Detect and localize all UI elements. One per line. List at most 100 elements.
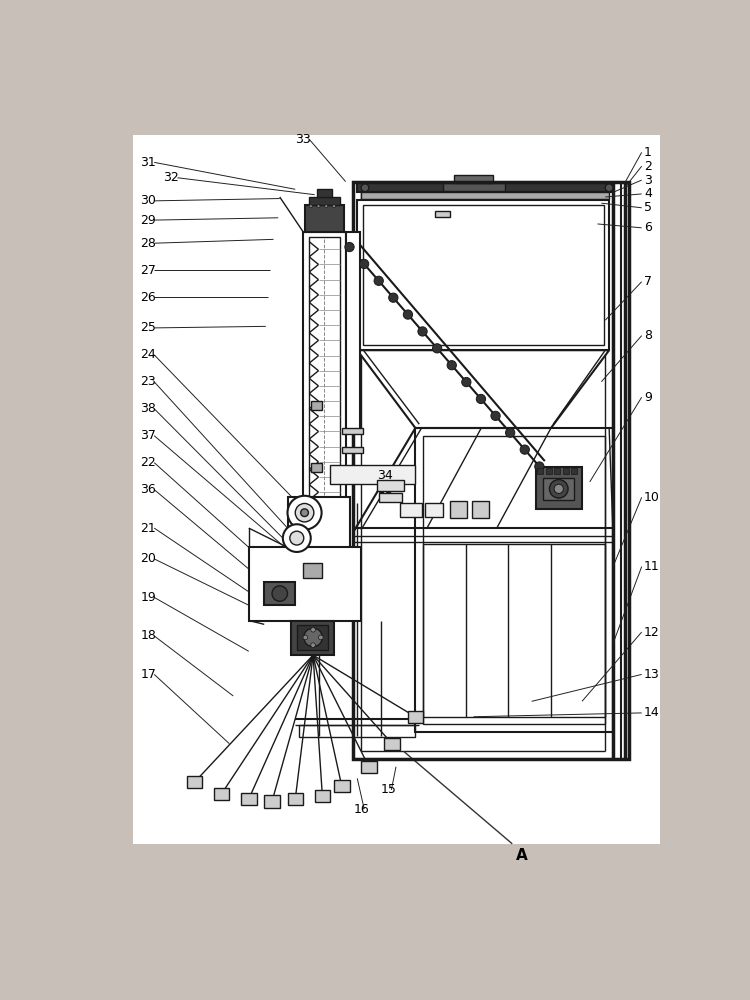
Text: 28: 28 [140, 237, 156, 250]
Circle shape [290, 531, 304, 545]
Circle shape [506, 428, 515, 437]
Bar [384, 738, 400, 750]
Bar [264, 795, 280, 808]
Circle shape [272, 586, 287, 601]
Bar [416, 428, 613, 732]
Circle shape [374, 276, 383, 285]
Circle shape [447, 361, 457, 370]
Bar [348, 234, 357, 430]
Text: 8: 8 [644, 329, 652, 342]
Bar [317, 189, 332, 197]
Text: 20: 20 [140, 552, 156, 565]
Text: 17: 17 [140, 668, 156, 681]
Text: 9: 9 [644, 391, 652, 404]
Circle shape [296, 503, 314, 522]
Bar [435, 211, 450, 217]
Text: 3: 3 [644, 174, 652, 187]
Text: A: A [516, 848, 528, 863]
Text: 21: 21 [140, 522, 156, 535]
Polygon shape [357, 350, 609, 428]
Circle shape [535, 462, 544, 471]
Text: 18: 18 [140, 629, 156, 642]
Bar [364, 205, 604, 345]
Text: 7: 7 [644, 275, 652, 288]
Circle shape [283, 524, 310, 552]
Text: 30: 30 [140, 194, 156, 207]
Bar [315, 790, 330, 802]
Bar [310, 463, 322, 472]
Circle shape [359, 259, 369, 269]
Bar [241, 793, 256, 805]
Circle shape [310, 643, 316, 647]
Text: 16: 16 [353, 803, 369, 816]
Text: 24: 24 [140, 348, 156, 361]
Circle shape [404, 310, 412, 319]
Circle shape [462, 377, 471, 387]
Bar [305, 205, 344, 232]
Bar [299, 725, 416, 737]
Bar [264, 582, 296, 605]
Bar [309, 197, 340, 205]
Circle shape [418, 327, 428, 336]
Bar [249, 547, 362, 620]
Circle shape [362, 184, 369, 192]
Bar [537, 468, 543, 474]
Bar [562, 468, 568, 474]
Bar [442, 183, 505, 191]
Bar [454, 175, 493, 183]
Bar [255, 554, 354, 614]
Bar [187, 776, 202, 788]
Text: 15: 15 [380, 783, 396, 796]
Text: 34: 34 [376, 469, 392, 482]
Circle shape [287, 496, 322, 530]
Text: 5: 5 [644, 201, 652, 214]
Text: 23: 23 [140, 375, 156, 388]
Text: 32: 32 [164, 171, 179, 184]
Text: 25: 25 [140, 321, 156, 334]
Bar [353, 182, 628, 759]
Bar [472, 501, 489, 518]
Bar [346, 232, 359, 432]
Bar [450, 501, 467, 518]
Text: 10: 10 [644, 491, 660, 504]
Bar [362, 192, 609, 199]
Bar [303, 232, 346, 528]
Bar [400, 503, 422, 517]
Bar [291, 620, 334, 655]
Text: 29: 29 [140, 214, 156, 227]
Circle shape [388, 293, 398, 302]
Bar [297, 625, 328, 650]
Circle shape [303, 635, 307, 640]
Bar [357, 183, 613, 192]
Text: 33: 33 [296, 133, 311, 146]
Circle shape [491, 411, 500, 420]
Bar [309, 237, 340, 522]
Bar [214, 788, 230, 800]
Circle shape [605, 184, 613, 192]
Circle shape [301, 509, 308, 517]
Bar [287, 497, 350, 551]
Bar [330, 465, 416, 484]
Text: 36: 36 [140, 483, 156, 496]
Text: 27: 27 [140, 264, 156, 277]
Text: 37: 37 [140, 429, 156, 442]
Text: 31: 31 [140, 156, 156, 169]
Text: 38: 38 [140, 402, 156, 415]
Circle shape [319, 635, 323, 640]
Bar [423, 544, 605, 717]
Text: 11: 11 [644, 560, 660, 573]
Bar [310, 401, 322, 410]
Circle shape [332, 205, 335, 208]
Bar [342, 447, 364, 453]
Bar [334, 780, 350, 792]
Bar [303, 563, 322, 578]
Text: 2: 2 [644, 160, 652, 173]
Bar [376, 480, 404, 491]
Circle shape [325, 205, 328, 208]
Circle shape [345, 242, 354, 252]
Circle shape [476, 394, 485, 404]
Bar [334, 468, 412, 481]
Text: 22: 22 [140, 456, 156, 469]
Text: 26: 26 [140, 291, 156, 304]
Bar [362, 761, 376, 773]
